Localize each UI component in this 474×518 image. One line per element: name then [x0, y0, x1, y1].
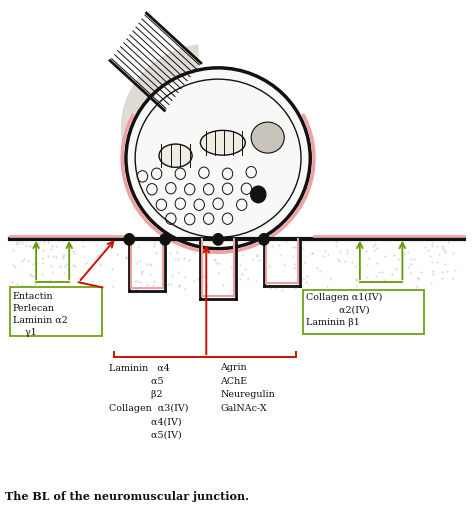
- Text: GalNAc-X: GalNAc-X: [220, 404, 267, 413]
- Text: Laminin   α4: Laminin α4: [109, 363, 170, 372]
- Ellipse shape: [201, 131, 245, 155]
- Text: α5: α5: [109, 377, 164, 386]
- Circle shape: [160, 234, 170, 245]
- Text: Entactin
Perlecan
Laminin α2
    γ1: Entactin Perlecan Laminin α2 γ1: [12, 292, 67, 337]
- Text: α4(IV): α4(IV): [109, 417, 182, 426]
- Circle shape: [251, 186, 266, 203]
- Ellipse shape: [159, 144, 192, 167]
- Circle shape: [124, 234, 135, 245]
- Text: Agrin: Agrin: [220, 363, 247, 372]
- Text: The BL of the neuromuscular junction.: The BL of the neuromuscular junction.: [5, 491, 249, 502]
- Text: AChE: AChE: [220, 377, 247, 386]
- Text: β2: β2: [109, 390, 163, 399]
- Circle shape: [259, 234, 269, 245]
- Text: Collagen  α3(IV): Collagen α3(IV): [109, 404, 189, 413]
- FancyBboxPatch shape: [10, 287, 102, 337]
- Circle shape: [213, 234, 223, 245]
- Text: α5(IV): α5(IV): [109, 430, 182, 439]
- FancyBboxPatch shape: [303, 290, 424, 334]
- Text: Collagen α1(IV)
           α2(IV)
Laminin β1: Collagen α1(IV) α2(IV) Laminin β1: [306, 293, 382, 326]
- Ellipse shape: [126, 68, 310, 249]
- Ellipse shape: [251, 122, 284, 153]
- Text: Neuregulin: Neuregulin: [220, 390, 275, 399]
